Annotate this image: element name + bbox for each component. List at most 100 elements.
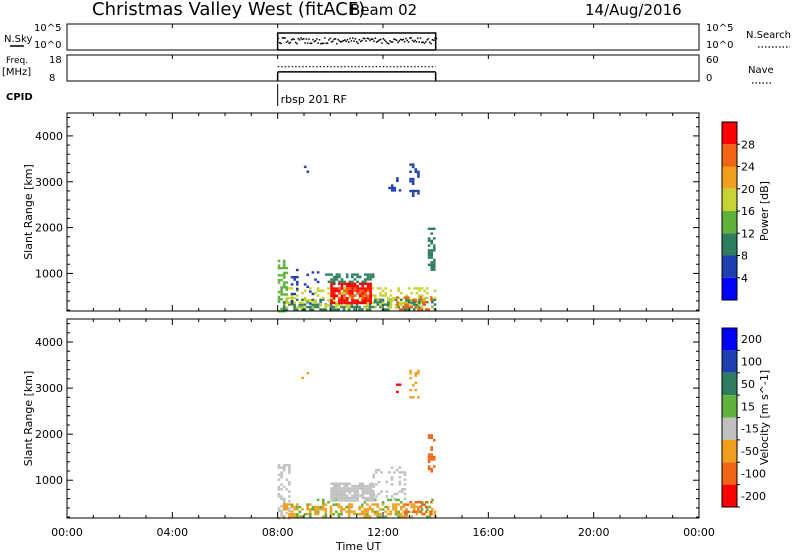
nsky-point (422, 41, 424, 43)
data-cell (369, 482, 372, 485)
data-cell (351, 301, 354, 305)
data-cell (361, 503, 364, 506)
data-cell (402, 305, 406, 309)
nsearch-label: N.Search (746, 30, 791, 41)
data-cell (409, 501, 412, 504)
nsky-point (398, 40, 400, 42)
data-cell (335, 273, 339, 276)
nsky-point (352, 37, 354, 39)
nsky-point (288, 42, 290, 44)
data-cell (418, 305, 421, 309)
data-cell (358, 308, 361, 311)
data-cell (433, 261, 436, 264)
data-cell (387, 306, 390, 309)
data-cell (329, 308, 333, 311)
data-cell (386, 508, 390, 511)
data-cell (285, 508, 289, 511)
data-cell (285, 308, 289, 311)
data-cell (319, 298, 322, 301)
data-cell (358, 484, 362, 488)
data-cell (351, 296, 354, 300)
data-cell (401, 488, 404, 491)
data-cell (364, 489, 367, 493)
data-cell (403, 483, 407, 486)
data-cell (371, 275, 375, 279)
data-cell (311, 292, 315, 296)
data-cell (424, 501, 428, 504)
data-cell (410, 515, 413, 518)
data-cell (368, 508, 372, 511)
data-cell (414, 388, 418, 392)
data-cell (369, 494, 372, 497)
data-cell (353, 512, 356, 516)
data-cell (335, 510, 338, 514)
data-cell (397, 289, 400, 292)
nsky-point (365, 40, 367, 42)
data-cell (338, 287, 341, 290)
data-cell (422, 303, 425, 306)
nsky-active-box (276, 32, 437, 51)
data-cell (332, 282, 336, 285)
data-cell (371, 301, 374, 304)
data-cell (330, 278, 333, 281)
data-cell (426, 508, 429, 511)
data-cell (277, 290, 281, 294)
data-cell (338, 289, 341, 293)
data-cell (361, 484, 365, 488)
data-cell (285, 512, 289, 515)
data-cell (351, 282, 354, 285)
data-cell (321, 515, 325, 518)
data-cell (427, 308, 430, 311)
data-cell (411, 189, 415, 193)
data-cell (361, 496, 365, 500)
data-cell (431, 306, 434, 309)
data-cell (345, 297, 349, 300)
data-cell (282, 276, 286, 279)
data-cell (306, 372, 310, 375)
data-cell (405, 308, 408, 311)
data-cell (335, 301, 338, 304)
data-cell (387, 498, 390, 502)
data-cell (403, 497, 407, 500)
colorbar-segment (722, 395, 737, 418)
data-cell (371, 508, 374, 511)
data-cell (393, 189, 397, 192)
data-cell (406, 305, 410, 309)
data-cell (360, 505, 364, 509)
data-cell (343, 289, 346, 292)
data-cell (293, 505, 296, 509)
data-cell (280, 307, 283, 311)
nsky-point (357, 42, 359, 45)
data-cell (433, 515, 437, 518)
data-cell (405, 508, 408, 511)
data-cell (415, 287, 419, 290)
data-cell (340, 499, 344, 502)
data-cell (377, 480, 381, 484)
data-cell (309, 290, 312, 293)
data-cell (280, 512, 283, 515)
data-cell (332, 305, 335, 309)
nsky-point (322, 42, 325, 45)
data-cell (345, 484, 349, 488)
data-cell (369, 273, 372, 276)
data-cell (396, 383, 399, 386)
nsky-point (312, 38, 314, 41)
colorbar-segment (722, 211, 737, 234)
data-cell (330, 492, 333, 495)
data-cell (424, 301, 428, 304)
data-cell (430, 510, 433, 513)
data-cell (280, 514, 283, 517)
data-cell (395, 492, 399, 496)
data-cell (324, 513, 328, 516)
data-cell (330, 301, 333, 305)
data-cell (308, 503, 312, 506)
data-cell (418, 304, 421, 307)
data-cell (399, 515, 403, 518)
data-cell (361, 494, 365, 497)
nsky-point (366, 37, 369, 40)
data-cell (364, 287, 367, 290)
data-cell (338, 482, 341, 485)
data-cell (390, 184, 394, 187)
data-cell (402, 515, 406, 518)
data-cell (335, 496, 339, 500)
